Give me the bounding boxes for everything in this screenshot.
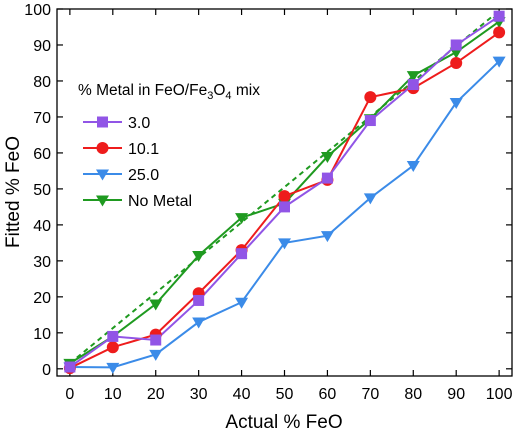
- x-axis-label: Actual % FeO: [225, 412, 342, 433]
- x-tick-label: 10: [104, 386, 122, 403]
- data-point: [449, 98, 463, 110]
- legend-label: 25.0: [128, 167, 159, 184]
- y-tick-label: 100: [24, 2, 51, 19]
- data-point: [107, 330, 119, 342]
- y-tick-label: 60: [33, 146, 51, 163]
- data-point: [364, 91, 377, 104]
- data-point: [407, 79, 419, 91]
- y-tick-label: 90: [33, 38, 51, 55]
- data-point: [363, 193, 377, 205]
- data-point: [493, 10, 505, 22]
- chart-marks: [63, 10, 506, 375]
- trendline: [69, 10, 500, 365]
- data-point: [278, 238, 291, 250]
- data-point: [149, 299, 163, 311]
- legend-swatch-marker: [96, 169, 109, 181]
- y-tick-label: 70: [33, 110, 51, 127]
- data-point: [149, 349, 163, 361]
- y-tick-label: 10: [33, 326, 51, 343]
- data-point: [150, 334, 162, 346]
- data-point: [406, 161, 420, 173]
- legend-swatch-marker: [97, 116, 108, 128]
- data-point: [192, 317, 206, 329]
- y-tick-label: 30: [33, 254, 51, 271]
- legend-label: 3.0: [128, 115, 150, 132]
- data-point: [106, 341, 119, 354]
- data-point: [279, 201, 290, 213]
- x-tick-label: 100: [486, 386, 513, 403]
- x-tick-label: 40: [233, 386, 251, 403]
- data-point: [106, 362, 120, 374]
- legend-title: % Metal in FeO/Fe3O4 mix: [78, 82, 260, 102]
- legend-label: No Metal: [128, 193, 192, 210]
- y-tick-label: 0: [42, 362, 51, 379]
- y-tick-label: 20: [33, 290, 51, 307]
- legend-swatch-marker: [96, 142, 109, 154]
- x-tick-label: 30: [190, 386, 208, 403]
- data-point: [64, 361, 76, 373]
- x-tick-label: 90: [447, 386, 465, 403]
- x-tick-label: 60: [319, 386, 337, 403]
- y-tick-label: 40: [33, 218, 51, 235]
- data-point: [235, 297, 249, 309]
- data-point: [320, 152, 334, 164]
- legend: % Metal in FeO/Fe3O4 mix 3.0 10.1 25.0 No M…: [78, 82, 260, 210]
- data-point: [236, 248, 248, 260]
- data-point: [192, 250, 206, 262]
- x-tick-label: 0: [65, 386, 74, 403]
- data-point: [492, 56, 506, 68]
- legend-swatch-marker: [96, 195, 109, 207]
- data-point: [278, 190, 291, 203]
- data-point: [450, 39, 462, 51]
- legend-label: 10.1: [128, 141, 159, 158]
- x-tick-label: 50: [276, 386, 294, 403]
- y-tick-label: 50: [33, 182, 51, 199]
- y-tick-label: 80: [33, 74, 51, 91]
- data-point: [235, 213, 249, 225]
- data-point: [406, 71, 420, 83]
- x-tick-label: 70: [361, 386, 379, 403]
- data-point: [321, 172, 333, 184]
- data-point: [450, 56, 463, 69]
- data-point: [320, 231, 334, 243]
- data-point: [193, 294, 205, 306]
- data-point: [364, 115, 376, 127]
- data-point: [493, 26, 506, 39]
- x-tick-label: 80: [404, 386, 422, 403]
- y-axis-label: Fitted % FeO: [3, 136, 24, 248]
- axis-ticks: 0 10 20 30 40 50 60 70 80 90 100 0 10 20 30 40 50 60 70 80 9…: [24, 2, 512, 403]
- x-tick-label: 20: [147, 386, 165, 403]
